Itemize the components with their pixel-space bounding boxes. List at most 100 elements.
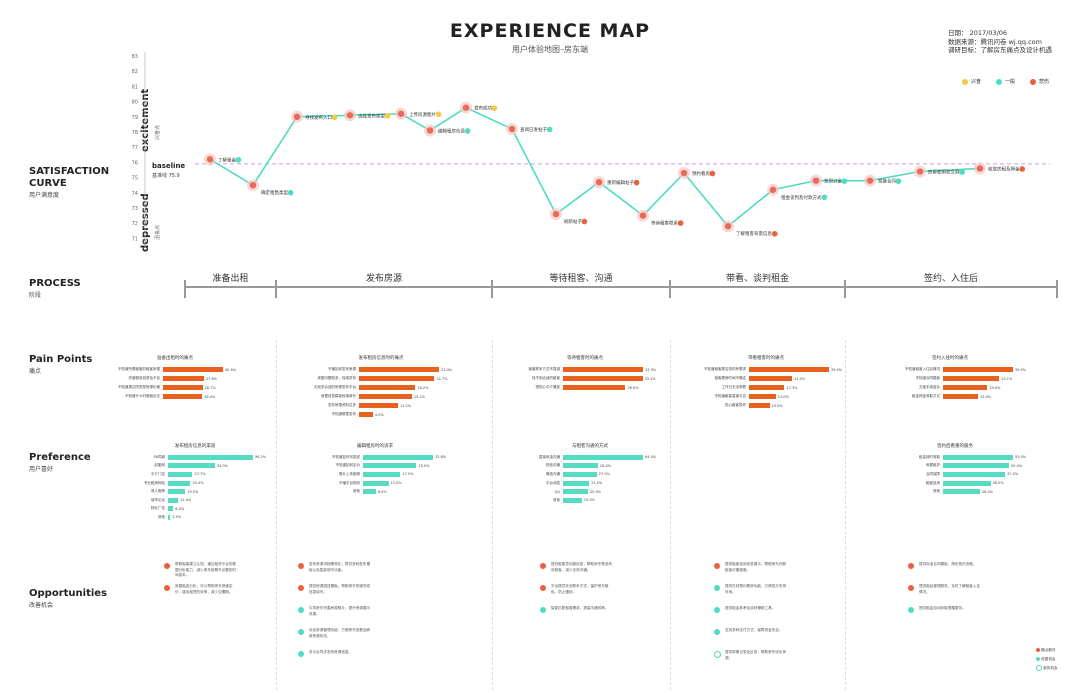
- meta-goal: 调研目标：了解房东痛点及设计机遇: [948, 46, 1052, 55]
- pref-bar-row: 直接电话沟通 64.0%: [510, 453, 670, 462]
- pref-sub: 用户喜好: [29, 466, 54, 473]
- stage-4: 带看、谈判租金: [725, 274, 789, 284]
- pref-bar: [363, 454, 433, 460]
- pain-bar: [359, 403, 398, 408]
- pain-bar-row: 不知道合同模板 24.1%: [860, 374, 1040, 383]
- point-dot: [462, 104, 470, 111]
- pref-bar-row: 58同城 96.2%: [110, 453, 280, 462]
- opp-legend-sad-label: 痛点解决: [1041, 648, 1056, 652]
- opportunity-text: 提供租客信用信息展示，帮助房东判断租客可靠程度。: [725, 562, 787, 572]
- meta-info: 日期： 2017/03/06 数据来源：腾讯问卷 wj.qq.com 调研目标：…: [948, 29, 1052, 55]
- satisfaction-title-1: SATISFACTION: [29, 166, 110, 177]
- legend-neutral-label: 一般: [1005, 79, 1016, 85]
- pref-bar-row: 其他 2.5%: [110, 513, 280, 522]
- point-dot: [866, 177, 874, 184]
- opportunity-text: 智能匹配租客需求，提高沟通效率。: [551, 606, 609, 610]
- legend-happy: 兴奋: [962, 78, 981, 85]
- pain-bar-row: 担心租客损坏 10.0%: [676, 401, 856, 410]
- opp-legend-sad: 痛点解决: [1036, 646, 1058, 655]
- opportunity-text: 多平台同步发布房源信息。: [309, 650, 353, 654]
- pain-bar: [749, 376, 793, 381]
- neutral-opportunity-icon: [714, 607, 720, 613]
- pref-bar-value: 19.5%: [187, 489, 199, 494]
- pain-bar-value: 40.5%: [225, 367, 237, 372]
- opp-legend-sad-icon: [1036, 648, 1040, 652]
- pref-bar-value: 11.4%: [180, 498, 192, 503]
- pref-bar: [563, 497, 582, 503]
- sad-opportunity-icon: [298, 585, 304, 591]
- happy-face-icon: [435, 111, 442, 118]
- pref-bar-row: 熟人推荐 19.5%: [110, 487, 280, 496]
- pref-bar-label: 其他: [553, 497, 560, 502]
- pref-bar-label: 平台消息: [546, 480, 560, 485]
- legend-sad-label: 悲伤: [1039, 79, 1050, 85]
- pref-bar: [363, 489, 376, 495]
- pain-bar-label: 不知道合同模板: [915, 376, 941, 380]
- pref-bar-label: 不知道如何写描述: [332, 454, 360, 459]
- pain-bar-label: 担心租客损坏: [725, 403, 746, 407]
- point-label: 选择发布类型: [358, 112, 385, 119]
- divider-2: [492, 340, 493, 690]
- pref-bar-label: 城市论坛: [151, 497, 165, 502]
- pref-bar: [168, 463, 215, 469]
- pain-bar: [563, 376, 643, 381]
- y-tick-label: 76: [132, 160, 138, 166]
- pain-bar-label: 工作日无法带看: [721, 385, 747, 389]
- pref-bar: [363, 471, 401, 477]
- point-dot: [426, 127, 434, 134]
- pref-bar-label: 房屋维护: [926, 463, 940, 468]
- pref-bar-label: 中介门店: [151, 471, 165, 476]
- pain-bar-row: 不知道周边同类型房源价格 26.7%: [100, 383, 250, 392]
- pref-bar-label: 其他: [933, 489, 940, 494]
- pain-heading: Pain Points 痛点: [29, 354, 92, 375]
- opportunity-text: 房屋租金分析，可以帮助房东快速定价，增加租赁的效率，减少空置期。: [175, 584, 233, 594]
- pain-bar-row: 不知道什么时候租出去 26.4%: [100, 392, 250, 401]
- neutral-face-icon: [464, 128, 471, 134]
- pain-bar-label: 房屋信息模板较难填写: [321, 394, 356, 398]
- pain-bar-label: 不知道什么时候租出去: [125, 394, 160, 398]
- pain-sub: 痛点: [29, 368, 42, 375]
- divider-3: [670, 340, 671, 690]
- happy-face-icon: [962, 78, 968, 85]
- pain-bar: [359, 376, 435, 381]
- meta-date: 日期： 2017/03/06: [948, 29, 1008, 37]
- process-sub: 阶段: [29, 292, 42, 299]
- pain-bar-label: 很担心中介骚扰: [535, 385, 561, 389]
- point-label: 了解租金: [218, 156, 236, 163]
- happy-face-icon: [384, 112, 391, 119]
- point-dot: [724, 223, 732, 230]
- sad-opportunity-icon: [164, 563, 170, 569]
- pref-bar-label: 专业租房网站: [144, 480, 165, 485]
- pain-chart: 准备出租时的痛点 不知道所需租客的租客来源 40.5% 托管服务品质及不足 27.6% 不…: [100, 355, 250, 401]
- pref-bar: [168, 454, 253, 460]
- pref-bar-value: 6.0%: [175, 506, 185, 511]
- pref-bar-label: 其他: [158, 514, 165, 519]
- opportunity-text: 支持多种支付方式，保障资金安全。: [725, 628, 783, 632]
- pain-bar-row: 房屋问题较多，较难发布 21.7%: [296, 374, 466, 383]
- pref-chart: 编辑租房时的诉求 不知道如何写描述 32.8% 不知道如何定价 25.0% 照片上传困难 1…: [290, 443, 460, 496]
- pref-bar-row: 不知道如何定价 25.0%: [290, 462, 460, 471]
- pref-bar-row: 其他 6.0%: [290, 487, 460, 496]
- pref-bar: [943, 489, 980, 495]
- pain-bar-label: 托管服务品质及不足: [128, 376, 161, 380]
- pref-bar-label: 微信沟通: [546, 471, 560, 476]
- legend-neutral: 一般: [996, 78, 1015, 85]
- pref-bar-label: 58同城: [153, 454, 165, 459]
- pain-bar-value: 27.6%: [205, 376, 217, 381]
- pref-bar-row: 其他 28.0%: [870, 487, 1040, 496]
- sad-opportunity-icon: [540, 585, 546, 591]
- page-subtitle: 用户体验地图–房东端: [512, 45, 588, 54]
- stage-5: 签约、入住后: [923, 274, 978, 284]
- pref-bar-value: 27.7%: [194, 472, 206, 477]
- pref-chart-title: 发布租房信息的渠道: [174, 444, 216, 449]
- pain-bar: [943, 394, 978, 399]
- sad-opportunity-icon: [298, 563, 304, 569]
- point-dot: [346, 112, 354, 119]
- point-label: 预约看房: [692, 170, 710, 177]
- pain-bar-value: 21.7%: [436, 376, 448, 381]
- pref-bar-label: 其他: [353, 489, 360, 494]
- sad-face-icon: [772, 230, 778, 237]
- opportunity-text: 提供带看记录及反馈，帮助房东优化房源。: [725, 650, 787, 660]
- pain-bar: [749, 367, 829, 372]
